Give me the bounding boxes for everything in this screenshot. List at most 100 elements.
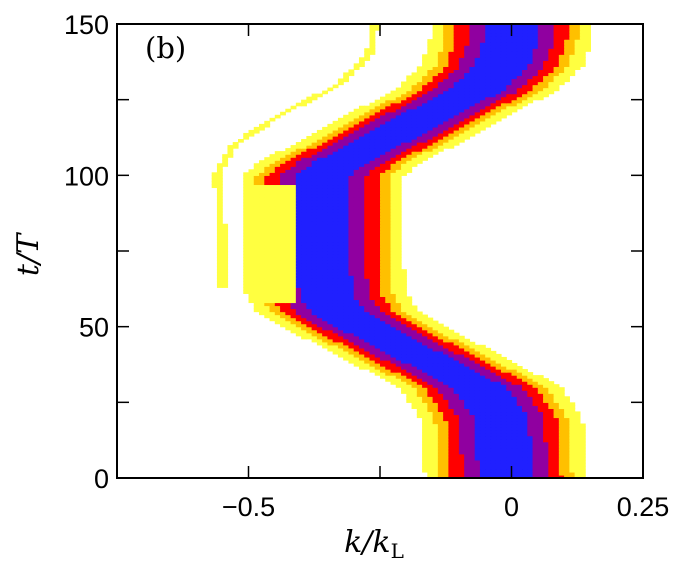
heatmap-cell: [564, 429, 570, 434]
heatmap-cell: [532, 78, 539, 83]
heatmap-cell: [311, 154, 318, 158]
heatmap-cell: [506, 24, 513, 28]
heatmap-cell: [495, 468, 502, 473]
heatmap-cell: [432, 117, 439, 122]
heatmap-cell: [406, 314, 413, 319]
heatmap-cell: [437, 344, 444, 349]
heatmap-cell: [537, 93, 544, 98]
heatmap-cell: [511, 408, 518, 413]
heatmap-cell: [574, 54, 581, 58]
heatmap-cell: [364, 57, 371, 61]
heatmap-cell: [411, 145, 418, 149]
heatmap-cell: [574, 465, 581, 470]
heatmap-cell: [322, 226, 328, 231]
heatmap-cell: [490, 120, 497, 125]
heatmap-cell: [295, 157, 302, 161]
heatmap-cell: [327, 329, 334, 334]
heatmap-cell: [516, 369, 523, 373]
heatmap-cell: [537, 393, 544, 397]
heatmap-cell: [353, 196, 360, 201]
heatmap-cell: [516, 99, 523, 104]
heatmap-cell: [216, 211, 223, 216]
heatmap-cell: [353, 272, 360, 276]
heatmap-cell: [243, 260, 250, 264]
heatmap-cell: [432, 438, 439, 443]
heatmap-cell: [259, 299, 265, 304]
heatmap-cell: [406, 369, 413, 373]
heatmap-cell: [537, 33, 544, 37]
heatmap-cell: [448, 356, 455, 361]
heatmap-cell: [548, 39, 555, 43]
heatmap-cell: [479, 381, 486, 385]
heatmap-cell: [364, 329, 371, 334]
heatmap-cell: [437, 27, 444, 31]
heatmap-cell: [422, 132, 428, 137]
heatmap-cell: [248, 263, 255, 267]
heatmap-cell: [285, 296, 292, 301]
heatmap-cell: [422, 78, 428, 83]
heatmap-cell: [253, 129, 260, 134]
heatmap-cell: [522, 66, 528, 70]
heatmap-cell: [253, 211, 260, 216]
heatmap-cell: [422, 372, 428, 376]
heatmap-cell: [558, 72, 565, 77]
heatmap-cell: [495, 465, 502, 470]
heatmap-cell: [569, 33, 576, 37]
heatmap-cell: [443, 332, 449, 337]
heatmap-cell: [364, 335, 371, 340]
heatmap-cell: [506, 462, 513, 467]
heatmap-cell: [259, 275, 265, 279]
heatmap-cell: [332, 163, 339, 167]
heatmap-cell: [301, 172, 307, 176]
heatmap-cell: [395, 187, 402, 192]
heatmap-cell: [280, 308, 286, 313]
heatmap-cell: [490, 66, 497, 70]
heatmap-cell: [543, 93, 549, 98]
heatmap-cell: [306, 193, 313, 198]
heatmap-cell: [574, 420, 581, 425]
heatmap-cell: [474, 405, 481, 409]
heatmap-cell: [569, 24, 576, 28]
heatmap-cell: [432, 126, 439, 131]
heatmap-cell: [311, 284, 318, 288]
heatmap-cell: [401, 99, 407, 104]
heatmap-cell: [479, 474, 486, 479]
heatmap-cell: [511, 60, 518, 64]
heatmap-cell: [511, 426, 518, 431]
heatmap-cell: [369, 126, 376, 131]
heatmap-cell: [427, 353, 434, 358]
heatmap-cell: [385, 93, 392, 98]
heatmap-cell: [343, 151, 350, 155]
heatmap-cell: [295, 217, 302, 222]
heatmap-cell: [274, 187, 281, 192]
heatmap-cell: [537, 96, 544, 101]
heatmap-cell: [332, 323, 339, 328]
heatmap-cell: [474, 78, 481, 83]
heatmap-cell: [385, 196, 392, 201]
heatmap-cell: [285, 305, 292, 310]
heatmap-cell: [343, 145, 350, 149]
heatmap-cell: [537, 45, 544, 49]
heatmap-cell: [506, 393, 513, 397]
heatmap-cell: [485, 51, 492, 55]
heatmap-cell: [343, 157, 350, 161]
heatmap-cell: [448, 399, 455, 403]
heatmap-cell: [490, 93, 497, 98]
heatmap-cell: [343, 226, 350, 231]
heatmap-cell: [364, 296, 371, 301]
heatmap-cell: [500, 471, 507, 476]
heatmap-cell: [332, 139, 339, 143]
heatmap-cell: [311, 202, 318, 207]
heatmap-cell: [290, 208, 297, 213]
heatmap-cell: [295, 278, 302, 282]
heatmap-cell: [390, 120, 397, 125]
heatmap-cell: [516, 408, 523, 413]
heatmap-cell: [390, 187, 397, 192]
heatmap-cell: [295, 202, 302, 207]
heatmap-cell: [437, 329, 444, 334]
heatmap-cell: [427, 317, 434, 322]
heatmap-cell: [358, 117, 365, 122]
heatmap-cell: [253, 217, 260, 222]
heatmap-cell: [374, 199, 381, 204]
